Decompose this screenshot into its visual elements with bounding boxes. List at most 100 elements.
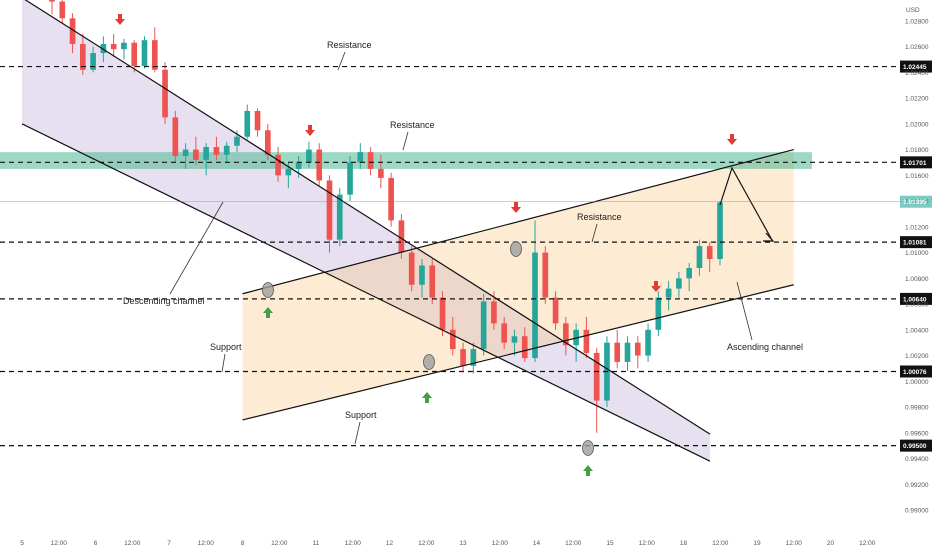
descending-channel-upper-line [24, 0, 711, 435]
price-tick-label: 1.01200 [905, 224, 929, 231]
price-tick-label: 1.00800 [905, 276, 929, 283]
time-tick-label: 12:00 [124, 540, 141, 547]
time-tick-label: 12:00 [786, 540, 803, 547]
level-price-label: 1.00640 [903, 296, 927, 303]
price-tick-label: 1.02800 [905, 18, 929, 25]
time-tick-label: 12:00 [51, 540, 68, 547]
candle-body [645, 329, 651, 356]
time-tick-label: 12 [386, 540, 394, 547]
price-tick-label: 1.01800 [905, 147, 929, 154]
candle-body [563, 323, 569, 346]
candle-body [244, 110, 251, 137]
time-tick-label: 12:00 [345, 540, 362, 547]
candle-body [449, 329, 456, 350]
candle-body [501, 323, 508, 343]
down-arrow-icon [651, 281, 661, 292]
level-price-label: 1.01081 [903, 240, 927, 247]
candle-body [306, 149, 312, 163]
time-tick-label: 8 [241, 540, 245, 547]
price-tick-label: 1.00400 [905, 327, 929, 334]
price-tick-label: 1.00600 [905, 302, 929, 309]
candle-body [521, 336, 528, 359]
candle-body [110, 44, 117, 50]
price-tick-label: 0.99400 [905, 456, 929, 463]
up-arrow-icon [583, 465, 593, 476]
candle-body [193, 149, 199, 160]
level-price-box [900, 156, 932, 169]
annotation-pointer [736, 281, 753, 341]
touch-circle-icon [582, 440, 594, 456]
annotation-pointer [354, 421, 361, 445]
time-tick-label: 12:00 [639, 540, 656, 547]
annotation-pointer [169, 201, 224, 295]
candle-body [378, 168, 384, 178]
level-price-box [900, 236, 932, 249]
price-tick-label: 1.00000 [905, 379, 929, 386]
candle-body [326, 180, 333, 240]
candle-body [542, 252, 549, 298]
annotation-label: Descending channel [123, 296, 205, 306]
annotation-label: Support [345, 410, 377, 420]
time-tick-label: 12:00 [198, 540, 215, 547]
candle-body [357, 152, 364, 163]
price-tick-label: 1.01000 [905, 250, 929, 257]
time-axis-background [0, 535, 932, 550]
candle-body [203, 147, 209, 160]
annotation-label: Ascending channel [727, 342, 803, 352]
candle-body [295, 162, 302, 169]
time-tick-label: 12:00 [565, 540, 582, 547]
level-price-label: 1.00076 [903, 369, 927, 376]
candle-body [511, 336, 518, 343]
current-price-label: 1.01395 [903, 199, 927, 206]
candle-body [100, 44, 107, 54]
level-price-label: 1.02445 [903, 64, 927, 71]
candle-body [593, 352, 600, 401]
price-tick-label: 0.99200 [905, 482, 929, 489]
time-tick-label: 7 [167, 540, 171, 547]
candle-body [264, 130, 271, 155]
time-tick-label: 13 [459, 540, 467, 547]
candle-body [213, 147, 220, 155]
candle-body [162, 69, 168, 118]
price-tick-label: 1.01600 [905, 173, 929, 180]
descending-channel-fill [22, 0, 710, 462]
time-tick-label: 11 [313, 540, 320, 547]
annotation-pointer [337, 51, 346, 71]
down-arrow-icon [727, 134, 737, 145]
price-axis-unit: USD [906, 7, 920, 14]
projection-arrowhead [763, 232, 775, 242]
level-price-box [900, 60, 932, 73]
candle-body [121, 42, 127, 50]
candle-body [665, 288, 672, 298]
descending-channel-lower-line [21, 123, 711, 462]
candle-body [419, 265, 425, 285]
candle-body [182, 149, 189, 157]
time-tick-label: 19 [753, 540, 761, 547]
down-arrow-icon [511, 202, 521, 213]
candle-body [316, 149, 323, 181]
time-tick-label: 14 [533, 540, 541, 547]
candle-body [141, 40, 148, 66]
candle-body [254, 110, 261, 131]
candle-body [696, 246, 703, 269]
down-arrow-icon [305, 125, 315, 136]
candle-body [655, 297, 662, 330]
time-tick-label: 20 [827, 540, 835, 547]
candle-body [686, 268, 692, 279]
background-layer [0, 0, 812, 462]
time-tick-label: 12:00 [859, 540, 876, 547]
price-tick-label: 0.99800 [905, 405, 929, 412]
projection-path [719, 166, 773, 241]
candle-body [367, 152, 374, 169]
candle-body [80, 44, 86, 70]
ascending-channel-fill [242, 149, 794, 420]
price-tick-label: 1.02600 [905, 44, 929, 51]
price-tick-label: 1.00200 [905, 353, 929, 360]
touch-circle-icon [262, 282, 274, 298]
candle-body [470, 349, 477, 366]
candle-body [439, 297, 446, 330]
up-arrow-icon [422, 392, 432, 403]
candle-body [388, 177, 394, 221]
